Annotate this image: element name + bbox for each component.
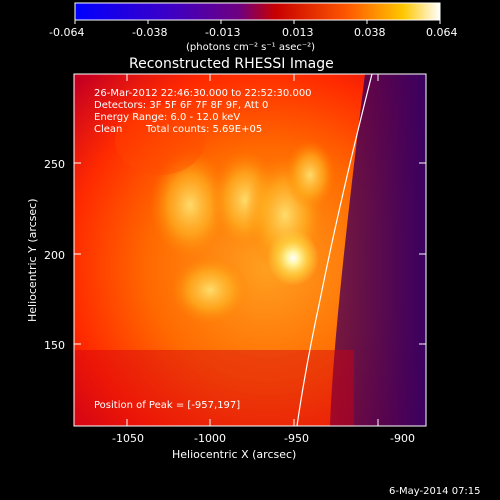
detectors-text: Detectors: 3F 5F 6F 7F 8F 9F, Att 0 bbox=[94, 100, 268, 111]
colorbar: -0.064 -0.038 -0.013 0.013 0.038 0.064 (… bbox=[49, 2, 458, 53]
colorbar-tick: 0.038 bbox=[354, 26, 386, 39]
x-tick-label: -950 bbox=[284, 432, 309, 445]
y-tick-label: 250 bbox=[44, 158, 65, 171]
plot-title: Reconstructed RHESSI Image bbox=[129, 56, 334, 72]
x-tick-label: -1000 bbox=[194, 432, 226, 445]
emission-peak bbox=[267, 230, 319, 286]
total-counts-text: Total counts: 5.69E+05 bbox=[145, 124, 262, 135]
colorbar-gradient bbox=[74, 2, 441, 21]
colorbar-tick: -0.038 bbox=[132, 26, 167, 39]
algorithm-text: Clean bbox=[94, 124, 122, 135]
time-range-text: 26-Mar-2012 22:46:30.000 to 22:52:30.000 bbox=[94, 88, 312, 99]
colorbar-tick: -0.013 bbox=[205, 26, 240, 39]
energy-range-text: Energy Range: 6.0 - 12.0 keV bbox=[94, 112, 240, 123]
y-axis-label: Heliocentric Y (arcsec) bbox=[26, 198, 39, 322]
colorbar-units: (photons cm⁻² s⁻¹ asec⁻²) bbox=[186, 42, 315, 53]
plot-frame bbox=[73, 73, 427, 427]
rhessi-image bbox=[74, 74, 426, 426]
colorbar-tick: 0.064 bbox=[426, 26, 458, 39]
axis-ticks bbox=[74, 74, 426, 426]
solar-limb-line bbox=[296, 74, 373, 426]
footer-date: 6-May-2014 07:15 bbox=[389, 486, 481, 497]
peak-position-text: Position of Peak = [-957,197] bbox=[94, 400, 240, 411]
y-tick-label: 150 bbox=[44, 339, 65, 352]
colorbar-tick: 0.013 bbox=[282, 26, 314, 39]
y-tick-label: 200 bbox=[44, 249, 65, 262]
x-tick-label: -900 bbox=[390, 432, 415, 445]
x-tick-label: -1050 bbox=[112, 432, 144, 445]
x-axis-label: Heliocentric X (arcsec) bbox=[172, 448, 296, 461]
colorbar-tick: -0.064 bbox=[49, 26, 84, 39]
